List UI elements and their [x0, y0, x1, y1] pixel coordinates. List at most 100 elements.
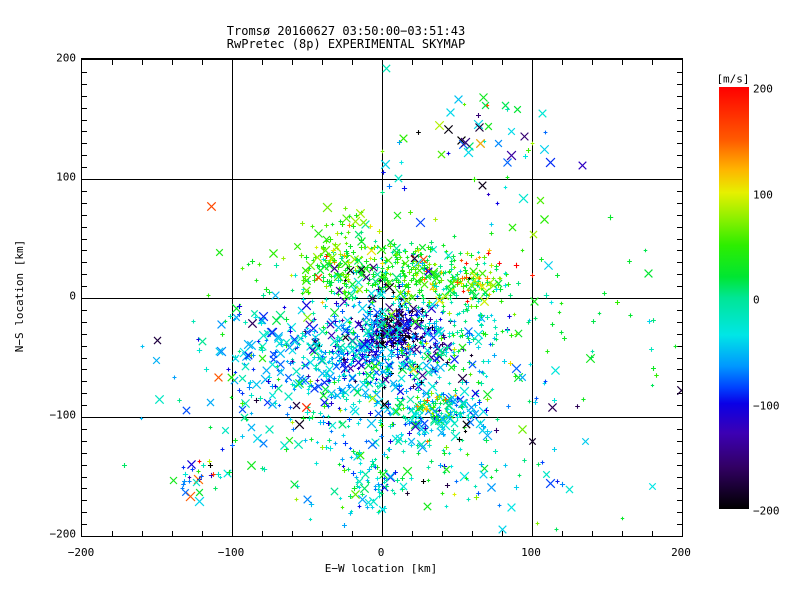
scatter-point [306, 342, 311, 347]
scatter-point [314, 273, 323, 282]
scatter-point [290, 382, 295, 387]
scatter-point [389, 379, 398, 388]
scatter-point [542, 381, 547, 386]
scatter-point [550, 322, 555, 327]
scatter-point [338, 261, 343, 266]
scatter-point [181, 482, 186, 487]
scatter-point [359, 483, 370, 494]
scatter-point [465, 452, 470, 457]
scatter-point [450, 401, 455, 406]
scatter-point [227, 373, 236, 382]
scatter-point [377, 494, 382, 499]
scatter-point [243, 320, 248, 325]
scatter-point [423, 406, 430, 413]
scatter-point [231, 354, 240, 363]
scatter-point [450, 275, 455, 280]
scatter-point [414, 307, 423, 316]
scatter-point [413, 411, 418, 416]
scatter-point [403, 291, 408, 296]
scatter-point [262, 366, 271, 375]
scatter-point [368, 307, 373, 312]
scatter-point [408, 210, 413, 215]
scatter-point [437, 150, 446, 159]
scatter-point [409, 476, 414, 481]
scatter-point [361, 470, 370, 479]
scatter-point [405, 255, 410, 260]
y-tick-label: −200 [49, 527, 77, 541]
scatter-point [421, 391, 426, 396]
scatter-point [511, 363, 522, 374]
scatter-point [353, 277, 364, 288]
scatter-point [215, 248, 224, 257]
scatter-point [314, 245, 319, 250]
scatter-point [363, 287, 370, 294]
scatter-point [494, 332, 499, 337]
scatter-point [185, 491, 196, 502]
scatter-point [518, 425, 527, 434]
scatter-point [357, 265, 366, 274]
scatter-point [321, 257, 326, 262]
scatter-point [344, 284, 349, 289]
scatter-point [350, 216, 361, 227]
scatter-point [471, 409, 480, 418]
scatter-point [344, 368, 349, 373]
scatter-point [433, 341, 438, 346]
scatter-point [452, 387, 459, 394]
scatter-point [452, 258, 457, 263]
scatter-point [427, 254, 432, 259]
scatter-point [344, 397, 349, 402]
scatter-point [410, 407, 415, 412]
scatter-point [475, 272, 480, 277]
scatter-point [384, 342, 389, 347]
scatter-point [343, 235, 348, 240]
scatter-point [339, 308, 346, 315]
scatter-point [538, 109, 547, 118]
scatter-point [374, 409, 383, 418]
scatter-point [380, 266, 385, 271]
scatter-point [336, 304, 341, 309]
scatter-point [516, 281, 521, 286]
scatter-point [433, 217, 438, 222]
scatter-point [370, 318, 379, 327]
scatter-point [444, 406, 449, 411]
scatter-point [470, 271, 479, 280]
scatter-point [352, 288, 357, 293]
scatter-point [492, 448, 499, 455]
scatter-point [484, 408, 489, 413]
scatter-point [507, 314, 512, 319]
scatter-point [227, 313, 234, 320]
scatter-point [402, 248, 407, 253]
scatter-point [311, 410, 316, 415]
scatter-point [302, 273, 309, 280]
scatter-point [457, 412, 462, 417]
scatter-point [495, 417, 500, 422]
scatter-point [447, 331, 452, 336]
scatter-point [399, 342, 404, 347]
scatter-point [311, 311, 316, 316]
scatter-point [429, 428, 434, 433]
scatter-point [533, 316, 538, 321]
scatter-point [416, 263, 421, 268]
scatter-point [305, 289, 312, 296]
scatter-point [445, 360, 450, 365]
scatter-point [476, 491, 481, 496]
scatter-point [391, 301, 396, 306]
scatter-point [288, 325, 293, 330]
scatter-point [418, 243, 427, 252]
scatter-point [373, 484, 378, 489]
scatter-point [432, 321, 437, 326]
scatter-point [494, 267, 499, 272]
scatter-point [463, 319, 468, 324]
scatter-point [330, 264, 339, 273]
scatter-point [306, 268, 311, 273]
scatter-point [403, 422, 408, 427]
scatter-point [420, 338, 425, 343]
scatter-point [482, 389, 493, 400]
scatter-point [247, 318, 258, 329]
scatter-point [483, 437, 490, 444]
scatter-point [383, 405, 392, 414]
scatter-point [452, 265, 457, 270]
scatter-point [347, 335, 358, 346]
y-tick-label: 100 [56, 170, 76, 184]
scatter-point [507, 127, 516, 136]
